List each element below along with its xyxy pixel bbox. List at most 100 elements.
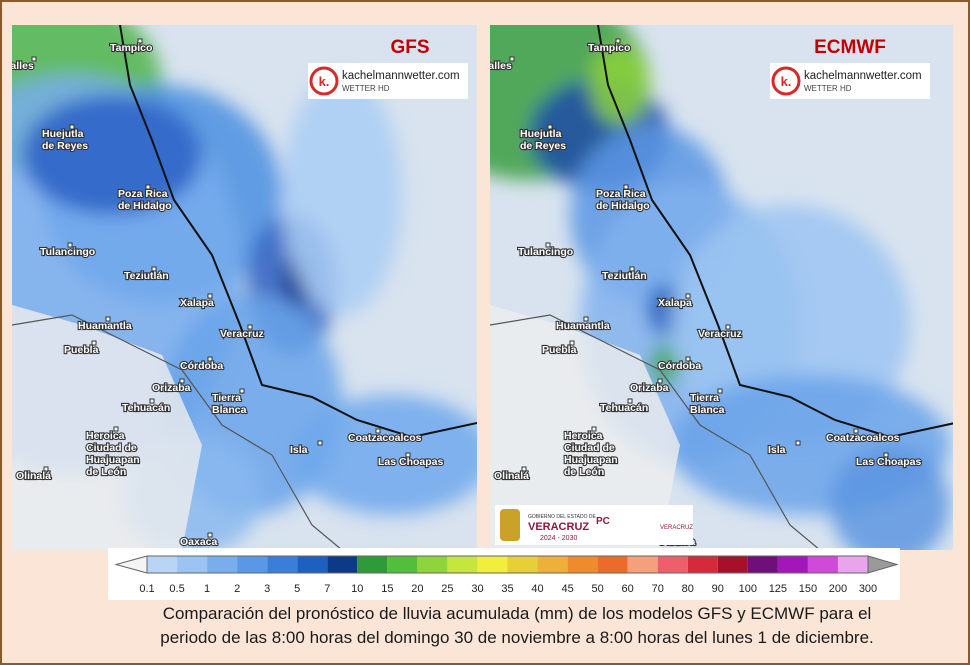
city-label: Oaxaca — [180, 536, 218, 548]
city-marker — [31, 56, 37, 62]
city-label: Veracruz — [220, 328, 264, 340]
city-label: Ciudad de — [86, 442, 137, 454]
legend-label: 40 — [531, 583, 543, 595]
city-label: Poza Rica — [118, 188, 168, 200]
city-label: Tehuacán — [600, 402, 648, 414]
city-label: Ciudad de — [564, 442, 615, 454]
city-label: Huamantla — [556, 320, 610, 332]
rain-field — [490, 25, 950, 550]
legend-label: 90 — [712, 583, 724, 595]
legend-swatch — [597, 556, 628, 573]
city-marker — [569, 340, 575, 346]
legend-label: 25 — [441, 583, 453, 595]
city-label: Tulancingo — [518, 246, 573, 258]
city-marker — [883, 452, 889, 458]
legend-label: 150 — [799, 583, 817, 595]
city-marker — [207, 532, 213, 538]
state-border — [490, 314, 821, 550]
city-label: Huejutla — [520, 128, 562, 140]
city-label: Tulancingo — [40, 246, 95, 258]
legend-swatch — [657, 556, 688, 573]
legend-swatch — [567, 556, 598, 573]
model-title: ECMWF — [814, 37, 886, 58]
legend-label: 80 — [682, 583, 694, 595]
city-marker — [105, 316, 111, 322]
legend-label: 0.1 — [139, 583, 154, 595]
city-label: Orizaba — [152, 382, 191, 394]
legend-label: 70 — [652, 583, 664, 595]
legend-label: 125 — [769, 583, 787, 595]
city-marker — [179, 378, 185, 384]
legend-swatch — [777, 556, 808, 573]
city-marker — [629, 266, 635, 272]
city-label: Blanca — [690, 404, 725, 416]
city-label: de Hidalgo — [118, 200, 172, 212]
legend-swatch — [477, 556, 508, 573]
dry-land — [490, 305, 680, 550]
city-label: Las Choapas — [378, 456, 444, 468]
city-label: de León — [564, 466, 604, 478]
gov-line: GOBIERNO DEL ESTADO DE — [528, 514, 596, 520]
legend-swatch — [177, 556, 208, 573]
city-label: Heroica — [86, 430, 125, 442]
city-marker — [547, 124, 553, 130]
city-label: Tierra — [212, 392, 241, 404]
coastline — [119, 25, 477, 439]
legend-label: 20 — [411, 583, 423, 595]
legend-swatch — [687, 556, 718, 573]
city-label: Tehuacán — [122, 402, 170, 414]
legend-outline — [146, 555, 869, 574]
logo-site: kachelmannwetter.com — [804, 70, 922, 82]
city-label: Teziutlán — [124, 270, 169, 282]
city-label: Tampico — [588, 42, 630, 54]
city-marker — [239, 388, 245, 394]
rain-area — [22, 95, 202, 215]
city-label: Puebla — [64, 344, 99, 356]
caption: periodo de las 8:00 horas del domingo 30… — [160, 628, 874, 647]
city-label: Tierra — [690, 392, 719, 404]
city-label: Teziutlán — [602, 270, 647, 282]
legend-swatch — [417, 556, 448, 573]
city-label: Puebla — [542, 344, 577, 356]
city-label: Huajuapan — [564, 454, 618, 466]
city-marker — [151, 266, 157, 272]
legend-label: 50 — [592, 583, 604, 595]
gov-name: VERACRUZ — [528, 521, 589, 533]
city-label: Tampico — [110, 42, 152, 54]
city-marker — [207, 356, 213, 362]
city-marker — [69, 124, 75, 130]
city-marker — [623, 184, 629, 190]
city-label: Olinalá — [494, 470, 529, 482]
city-label: Isla — [290, 444, 308, 456]
legend-swatch — [297, 556, 328, 573]
rain-area — [830, 445, 950, 550]
caption: Comparación del pronóstico de lluvia acu… — [163, 604, 872, 623]
city-label: de Reyes — [520, 140, 566, 152]
city-label: Huamantla — [78, 320, 132, 332]
legend-swatch — [387, 556, 418, 573]
legend-swatch — [147, 556, 178, 573]
city-marker — [545, 242, 551, 248]
city-marker — [317, 440, 323, 446]
legend-label: 35 — [501, 583, 513, 595]
city-marker — [509, 56, 515, 62]
legend-swatch — [807, 556, 838, 573]
city-label: Valles — [482, 60, 512, 72]
city-marker — [853, 428, 859, 434]
city-label: Poza Rica — [596, 188, 646, 200]
gov-shield — [500, 509, 520, 541]
legend-swatch — [207, 556, 238, 573]
city-label: Coatzacoalcos — [826, 432, 900, 444]
legend-swatch — [747, 556, 778, 573]
legend-swatch — [837, 556, 868, 573]
city-label: Heroica — [564, 430, 603, 442]
city-label: Blanca — [212, 404, 247, 416]
city-label: Veracruz — [698, 328, 742, 340]
city-marker — [591, 426, 597, 432]
city-label: Xalapa — [658, 297, 692, 309]
logo-letter: k. — [781, 74, 792, 89]
city-label: Córdoba — [180, 360, 223, 372]
city-marker — [685, 293, 691, 299]
state-border — [12, 314, 343, 550]
